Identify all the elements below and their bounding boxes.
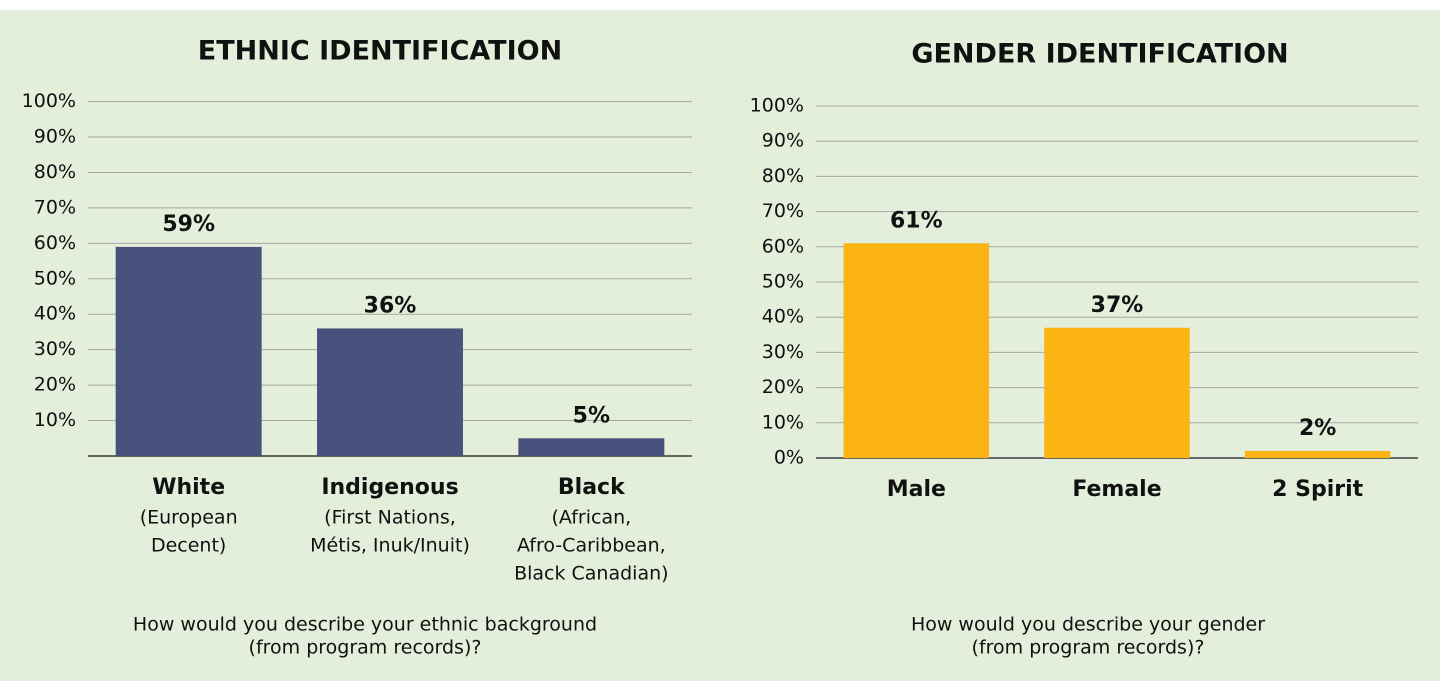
chart-title: GENDER IDENTIFICATION bbox=[911, 39, 1288, 70]
y-tick-label: 20% bbox=[762, 376, 804, 398]
caption: How would you describe your ethnic backg… bbox=[133, 614, 597, 636]
bar bbox=[317, 328, 463, 456]
category-note: Black Canadian) bbox=[514, 563, 668, 585]
value-label: 61% bbox=[890, 208, 943, 233]
bar bbox=[518, 438, 665, 456]
x-tick-label: Black bbox=[558, 475, 626, 500]
category-note: Decent) bbox=[151, 535, 226, 557]
value-label: 2% bbox=[1299, 416, 1336, 441]
x-tick-label: White bbox=[152, 475, 225, 500]
y-tick-label: 70% bbox=[34, 196, 76, 218]
y-tick-label: 80% bbox=[762, 165, 804, 187]
y-tick-label: 40% bbox=[762, 306, 804, 328]
y-tick-label: 50% bbox=[762, 271, 804, 293]
x-tick-label: 2 Spirit bbox=[1272, 477, 1363, 502]
y-tick-label: 100% bbox=[22, 90, 76, 112]
caption: (from program records)? bbox=[972, 637, 1205, 659]
y-tick-label: 30% bbox=[762, 341, 804, 363]
y-tick-label: 100% bbox=[750, 95, 804, 117]
y-tick-label: 10% bbox=[34, 409, 76, 431]
x-tick-label: Indigenous bbox=[321, 475, 458, 500]
y-tick-label: 90% bbox=[762, 130, 804, 152]
y-tick-label: 50% bbox=[34, 267, 76, 289]
y-tick-label: 60% bbox=[34, 232, 76, 254]
bar bbox=[115, 246, 262, 456]
value-label: 59% bbox=[162, 212, 215, 237]
category-note: (European bbox=[140, 507, 238, 529]
category-note: (African, bbox=[551, 507, 631, 529]
chart-title: ETHNIC IDENTIFICATION bbox=[198, 36, 562, 67]
bar bbox=[843, 243, 990, 458]
y-tick-label: 20% bbox=[34, 374, 76, 396]
value-label: 5% bbox=[573, 403, 610, 428]
caption: How would you describe your gender bbox=[911, 614, 1265, 636]
bar bbox=[1044, 327, 1190, 458]
y-tick-label: 70% bbox=[762, 200, 804, 222]
bar bbox=[1244, 450, 1391, 458]
y-tick-label: 80% bbox=[34, 161, 76, 183]
category-note: Métis, Inuk/Inuit) bbox=[310, 535, 470, 557]
y-tick-label: 0% bbox=[774, 447, 804, 469]
x-tick-label: Male bbox=[887, 477, 946, 502]
y-tick-label: 30% bbox=[34, 338, 76, 360]
value-label: 37% bbox=[1091, 293, 1144, 318]
y-tick-label: 10% bbox=[762, 411, 804, 433]
y-tick-label: 60% bbox=[762, 235, 804, 257]
x-tick-label: Female bbox=[1072, 477, 1161, 502]
category-note: Afro-Caribbean, bbox=[517, 535, 666, 557]
category-note: (First Nations, bbox=[324, 507, 456, 529]
y-tick-label: 90% bbox=[34, 126, 76, 148]
value-label: 36% bbox=[364, 293, 417, 318]
caption: (from program records)? bbox=[249, 637, 482, 659]
y-tick-label: 40% bbox=[34, 303, 76, 325]
